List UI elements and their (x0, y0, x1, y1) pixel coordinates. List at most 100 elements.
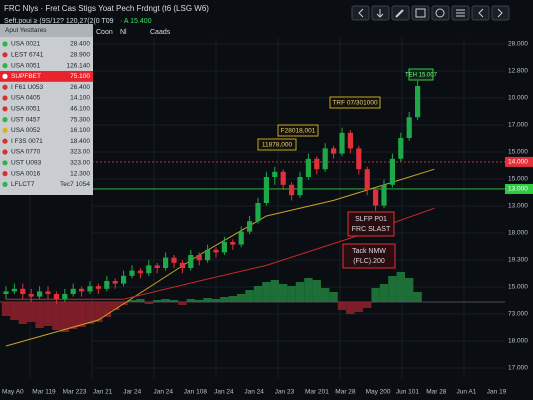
status-dot (2, 106, 8, 112)
x-axis-label: Jan 24 (154, 389, 174, 396)
candle-body (272, 171, 278, 177)
x-axis-label: Jan 24 (244, 389, 264, 396)
x-axis-label: Jan 24 (214, 389, 234, 396)
watchlist-row[interactable]: UST U093 323.00 (2, 160, 90, 167)
watchlist-row[interactable]: UST 0457 75.300 (2, 116, 90, 123)
tab[interactable]: Nl (120, 29, 127, 36)
watchlist-row[interactable]: LFLCT7 Tec7 1054 (2, 181, 90, 188)
watchlist-row[interactable]: USA 0021 28.400 (2, 41, 90, 48)
annotation: TRF 07/301000 (332, 100, 378, 107)
y-axis-label: 18.000 (508, 338, 528, 345)
annotation-box (257, 138, 297, 151)
candle-body (406, 117, 412, 138)
tool-button[interactable] (371, 5, 390, 21)
watchlist-row[interactable]: I F61 U053 26.400 (2, 84, 90, 91)
symbol: USA 0021 (11, 41, 41, 48)
value: 323.00 (70, 149, 90, 156)
x-axis-label: Mar 28 (426, 389, 447, 396)
x-axis-label: Jan 21 (93, 389, 113, 396)
y-axis-label: 10.000 (508, 95, 528, 102)
symbol: UST 0457 (11, 116, 41, 123)
annotation-box (408, 68, 434, 81)
tool-button[interactable] (411, 5, 430, 21)
status-dot (2, 171, 8, 177)
tab[interactable]: Coon (96, 29, 113, 36)
volume-bar (60, 302, 69, 332)
status-dot (2, 149, 8, 155)
candle-body (95, 286, 101, 289)
volume-bar (178, 302, 187, 305)
watchlist-row[interactable]: SUPFBET 75.100 (0, 71, 93, 82)
value: 16.100 (70, 127, 90, 134)
symbol: USA 0405 (11, 95, 41, 102)
watchlist-row[interactable]: USA 0052 16.100 (2, 127, 90, 134)
symbol: I F61 U053 (11, 84, 44, 91)
symbol: USA 0770 (11, 149, 41, 156)
watchlist-row[interactable]: LEST 6741 28.900 (2, 52, 90, 59)
watchlist-row[interactable]: USA 0405 14.100 (2, 95, 90, 102)
level-tag (505, 183, 533, 194)
candle-body (289, 184, 295, 196)
status-dot (2, 95, 8, 101)
tool-button[interactable] (451, 5, 470, 21)
volume-bar (329, 292, 338, 302)
candle-body (314, 158, 320, 170)
tab[interactable]: Caads (150, 29, 171, 36)
tool-button[interactable] (471, 5, 490, 21)
value: 26.400 (70, 84, 90, 91)
annotation: F28018,001 (281, 128, 316, 135)
candle-body (53, 294, 59, 300)
candle-body (247, 221, 253, 232)
candle-body (398, 138, 404, 159)
watchlist-row[interactable]: USA 0770 323.00 (2, 149, 90, 156)
candle-body (389, 158, 395, 185)
volume-bar (253, 286, 263, 302)
y-axis-label: 19.300 (508, 257, 528, 264)
volume-bar (279, 284, 288, 302)
watchlist-row[interactable]: USA 0051 46.100 (2, 106, 90, 113)
y-axis-label: 18.000 (508, 230, 528, 237)
watchlist-header (0, 24, 93, 37)
candle-body (297, 177, 303, 196)
candle-body (205, 249, 211, 261)
grid (29, 38, 505, 378)
y-axis-label: 12.800 (508, 68, 528, 75)
tool-button[interactable] (391, 5, 410, 21)
volume-bar (304, 278, 313, 302)
tool-button[interactable] (431, 5, 450, 21)
x-axis-label: Mar 223 (63, 389, 87, 396)
volume-bar (270, 280, 279, 302)
volume-bar (1, 302, 11, 316)
value: 126.140 (67, 62, 91, 69)
volume-bar (237, 294, 246, 302)
candle-body (347, 132, 353, 149)
candle-body (230, 242, 236, 245)
symbol: LEST 6741 (11, 52, 44, 59)
tabs: Coon Nl Caads (96, 29, 171, 36)
y-axis-label: 73.000 (508, 311, 528, 318)
tool-button[interactable] (351, 5, 370, 21)
candle-body (154, 265, 160, 268)
y-axis-label: 17.000 (508, 122, 528, 129)
tool-button[interactable] (491, 5, 510, 21)
x-axis-label: Jan 19 (487, 389, 507, 396)
volume-bar (27, 302, 36, 322)
y-axis-label: 15.000 (508, 149, 528, 156)
watchlist-row[interactable]: USA 0051 126.140 (2, 62, 90, 69)
annotation-box (342, 243, 396, 269)
volume-bar (136, 299, 145, 302)
watchlist-row[interactable]: USA 0016 12.300 (2, 170, 90, 177)
volume-bar (127, 300, 137, 302)
plot: 28.000 12.800 10.000 17.000 15.000 15.000 13.0… (0, 41, 533, 396)
x-axis-label: Mar 119 (32, 389, 56, 396)
status-dot (2, 84, 8, 90)
volume-bar (153, 300, 162, 302)
candle-body (112, 281, 118, 284)
volume-bar (169, 300, 179, 302)
watchlist-row[interactable]: I F3S 0071 18.400 (2, 138, 90, 145)
x-axis-label: Jar 24 (123, 389, 141, 396)
status-dot (2, 138, 8, 144)
candle-body (255, 203, 261, 222)
candle-body (62, 294, 68, 300)
level-label: 14.000 (508, 159, 528, 166)
